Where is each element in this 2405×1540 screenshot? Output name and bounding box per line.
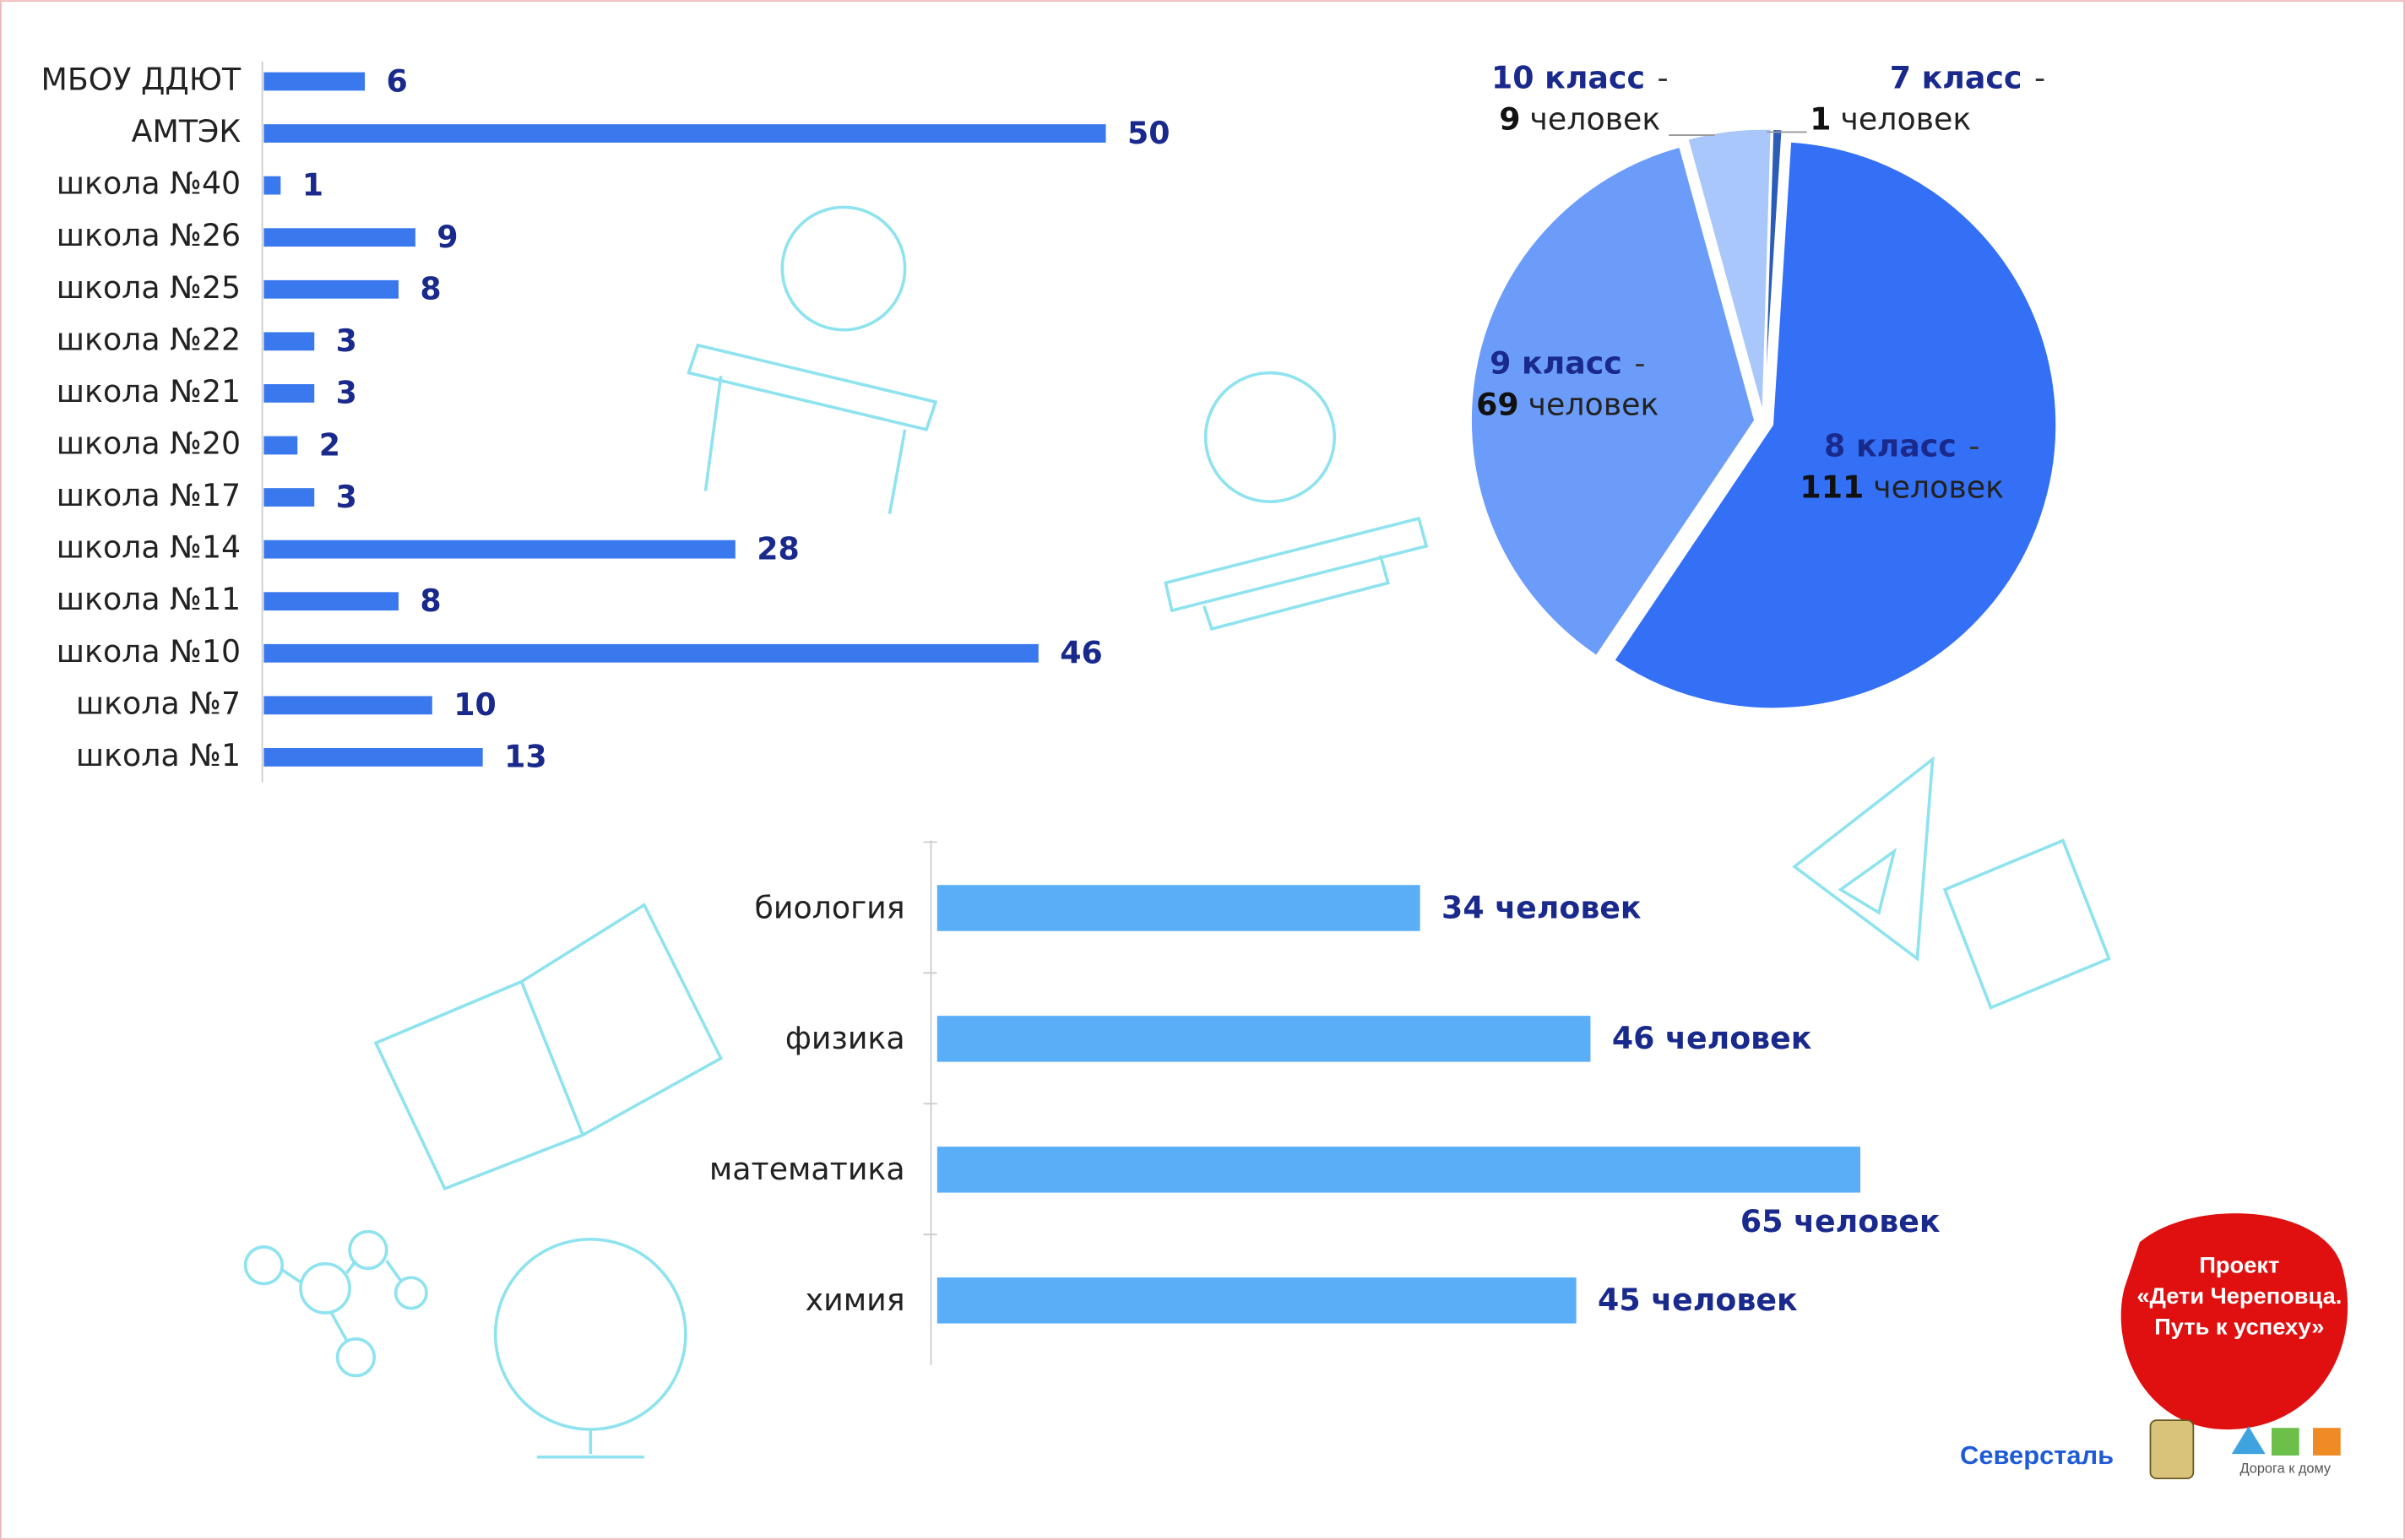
slice-separator: - xyxy=(1634,344,1645,381)
badge-shape xyxy=(2120,1213,2348,1430)
pie-slice xyxy=(1686,127,1773,414)
bar xyxy=(263,279,399,299)
value-label: 46 xyxy=(1060,635,1103,671)
bar xyxy=(936,885,1420,931)
value-label: 45 человек xyxy=(1598,1282,1798,1318)
slice-value: 69 xyxy=(1476,387,1519,423)
value-label: 10 xyxy=(453,686,497,723)
value-label: 8 xyxy=(420,583,441,619)
category-label: школа №10 xyxy=(57,633,241,670)
category-label: физика xyxy=(785,1020,905,1056)
slice-category: 10 класс xyxy=(1491,60,1645,96)
bar xyxy=(263,696,432,715)
value-label: 3 xyxy=(336,479,357,515)
bar xyxy=(263,332,315,351)
bar xyxy=(263,228,415,247)
bar xyxy=(263,124,1106,143)
slice-separator: - xyxy=(1968,428,1979,464)
category-label: школа №20 xyxy=(57,425,241,461)
bar xyxy=(263,384,315,403)
bar xyxy=(263,748,483,767)
logo-shape xyxy=(2313,1428,2341,1456)
category-label: школа №17 xyxy=(57,477,241,513)
slice-unit: человек xyxy=(1528,387,1659,423)
category-label: школа №7 xyxy=(76,685,241,721)
slice-separator: - xyxy=(2034,60,2045,96)
badge-text: Проект xyxy=(2199,1252,2279,1278)
value-label: 2 xyxy=(319,426,340,463)
slice-label: 7 класс - xyxy=(1890,60,2045,96)
category-label: школа №21 xyxy=(57,373,241,409)
logo-severstal: Северсталь xyxy=(1960,1440,2114,1470)
bar xyxy=(263,72,366,91)
slice-label: 10 класс - xyxy=(1491,60,1669,96)
bar xyxy=(263,643,1039,663)
slice-unit: человек xyxy=(1529,101,1660,138)
category-label: математика xyxy=(709,1151,905,1187)
logo-shape xyxy=(2271,1428,2299,1456)
slice-unit: человек xyxy=(1840,101,1971,138)
bar xyxy=(263,592,399,611)
value-label: 9 xyxy=(437,219,458,255)
value-label: 8 xyxy=(420,271,441,307)
category-label: АМТЭК xyxy=(132,113,242,149)
pie-slice xyxy=(1613,140,2057,710)
slice-value: 111 xyxy=(1800,469,1864,506)
value-label: 65 человек xyxy=(1740,1203,1941,1239)
badge-text: Путь к успеху» xyxy=(2154,1313,2324,1339)
logo-shape xyxy=(2231,1426,2266,1455)
slice-label: 111 человек xyxy=(1800,469,2004,506)
decorations xyxy=(243,205,2111,1459)
category-label: школа №40 xyxy=(57,165,241,202)
bar xyxy=(263,176,281,195)
slice-label: 9 класс - xyxy=(1490,344,1645,381)
value-label: 46 человек xyxy=(1612,1020,1812,1056)
slice-category: 8 класс xyxy=(1824,428,1957,464)
crest xyxy=(2149,1419,2195,1480)
slice-unit: человек xyxy=(1873,469,2004,506)
bar xyxy=(936,1147,1861,1193)
bar xyxy=(263,436,298,455)
bar xyxy=(263,488,315,507)
slice-value: 9 xyxy=(1499,101,1520,138)
pie-slice xyxy=(1470,145,1756,657)
category-label: школа №14 xyxy=(57,529,241,566)
pie-slice xyxy=(1763,128,1783,413)
bar xyxy=(936,1277,1577,1324)
category-label: школа №25 xyxy=(57,269,241,306)
value-label: 6 xyxy=(386,62,407,99)
slice-separator: - xyxy=(1658,60,1669,96)
value-label: 1 xyxy=(302,166,323,203)
category-label: школа №11 xyxy=(57,581,241,617)
value-label: 3 xyxy=(336,323,357,359)
bar xyxy=(936,1016,1591,1062)
value-label: 13 xyxy=(504,739,547,775)
category-label: биология xyxy=(754,889,904,925)
category-label: школа №1 xyxy=(76,737,241,773)
category-label: МБОУ ДДЮТ xyxy=(41,61,242,97)
slice-label: 8 класс - xyxy=(1824,428,1979,464)
slice-category: 9 класс xyxy=(1490,344,1622,381)
value-label: 50 xyxy=(1127,115,1170,151)
slice-label: 9 человек xyxy=(1499,101,1660,138)
category-label: школа №26 xyxy=(57,217,241,253)
slice-label: 69 человек xyxy=(1476,387,1659,423)
category-label: химия xyxy=(806,1282,905,1318)
category-label: школа №22 xyxy=(57,321,241,357)
slice-category: 7 класс xyxy=(1890,60,2022,96)
logo-road: Дорога к дому xyxy=(2240,1461,2332,1477)
slice-label: 1 человек xyxy=(1810,101,1971,138)
slice-value: 1 xyxy=(1810,101,1831,138)
value-label: 34 человек xyxy=(1441,889,1642,925)
badge-text: «Дети Череповца. xyxy=(2136,1282,2342,1309)
value-label: 28 xyxy=(757,530,800,567)
value-label: 3 xyxy=(336,375,357,411)
bar xyxy=(263,540,736,559)
